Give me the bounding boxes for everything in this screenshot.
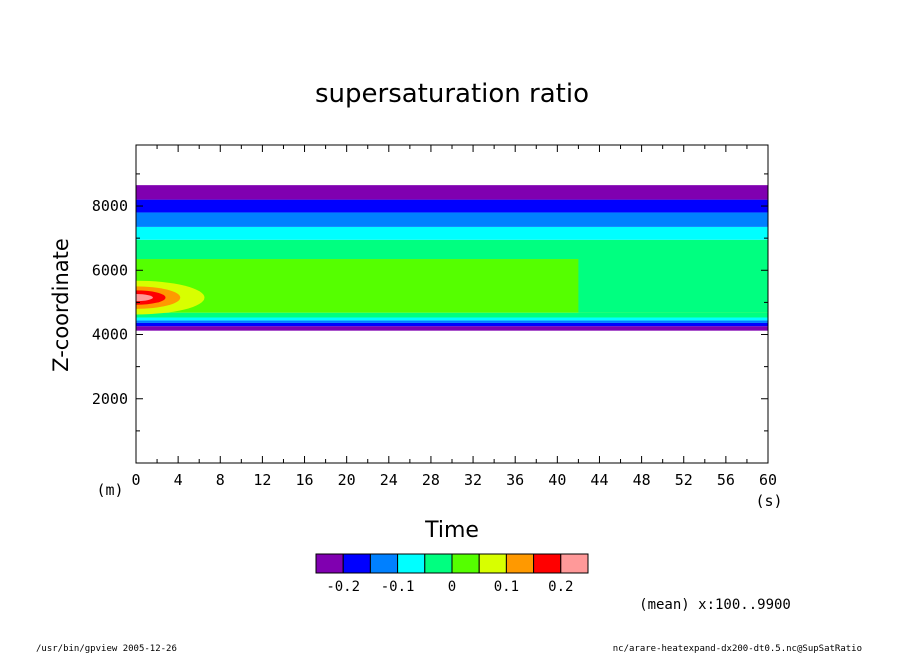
colorbar-swatch-6 [478, 553, 507, 574]
x-unit-label: (s) [755, 492, 782, 510]
footer-right: nc/arare-heatexpand-dx200-dt0.5.nc@SupSa… [613, 644, 862, 654]
colorbar-label-2: 0 [448, 579, 456, 595]
colorbar-swatch-4 [424, 553, 453, 574]
y-tick-label-4000: 4000 [92, 326, 128, 344]
colorbar-swatch-8 [533, 553, 562, 574]
contour-band-10 [136, 185, 768, 200]
contour-band-9 [136, 199, 768, 213]
mean-annotation: (mean) x:100..9900 [639, 597, 791, 613]
x-tick-label-16: 16 [296, 471, 314, 489]
colorbar: -0.2 -0.1 0 0.1 0.2 [315, 553, 589, 595]
contour-band-7 [136, 226, 768, 240]
colorbar-swatch-2 [369, 553, 399, 574]
x-tick-label-60: 60 [759, 471, 777, 489]
x-tick-label-48: 48 [633, 471, 651, 489]
contour-feature-3 [136, 294, 153, 302]
x-tick-label-12: 12 [253, 471, 271, 489]
contour-band-0 [136, 326, 768, 331]
x-tick-label-24: 24 [380, 471, 398, 489]
x-tick-label-44: 44 [590, 471, 608, 489]
contour-region-green [578, 251, 768, 313]
y-unit-label: (m) [96, 481, 123, 499]
x-tick-label-56: 56 [717, 471, 735, 489]
x-axis-label: Time [424, 518, 479, 543]
contour-field [136, 185, 768, 331]
x-tick-label-36: 36 [506, 471, 524, 489]
colorbar-swatch-7 [505, 553, 535, 574]
y-axis-label: Z-coordinate [49, 238, 73, 372]
colorbar-swatch-3 [397, 553, 426, 574]
x-tick-label-4: 4 [174, 471, 183, 489]
x-tick-label-20: 20 [338, 471, 356, 489]
colorbar-label-4: 0.2 [548, 579, 573, 595]
contour-band-8 [136, 212, 768, 227]
y-tick-label-6000: 6000 [92, 261, 128, 279]
colorbar-label-3: 0.1 [494, 579, 519, 595]
colorbar-swatch-9 [560, 553, 589, 574]
x-tick-label-52: 52 [675, 471, 693, 489]
contour-band-1 [136, 322, 768, 327]
colorbar-swatch-1 [342, 553, 371, 574]
plot-area: 0 4 8 12 16 20 24 28 32 36 40 44 48 52 56 6020004000600… [92, 144, 777, 489]
colorbar-swatch-0 [315, 553, 344, 574]
footer-left: /usr/bin/gpview 2005-12-26 [36, 644, 177, 654]
y-tick-label-8000: 8000 [92, 197, 128, 215]
contour-band-3 [136, 317, 768, 321]
x-tick-label-32: 32 [464, 471, 482, 489]
colorbar-label-1: -0.1 [381, 579, 415, 595]
y-tick-label-2000: 2000 [92, 390, 128, 408]
contour-band-4 [136, 312, 768, 318]
x-tick-label-8: 8 [216, 471, 225, 489]
contour-band-2 [136, 320, 768, 323]
x-tick-label-40: 40 [548, 471, 566, 489]
colorbar-label-0: -0.2 [326, 579, 360, 595]
x-tick-label-28: 28 [422, 471, 440, 489]
chart-title: supersaturation ratio [315, 79, 589, 109]
x-tick-label-0: 0 [131, 471, 140, 489]
colorbar-swatch-5 [451, 553, 480, 574]
